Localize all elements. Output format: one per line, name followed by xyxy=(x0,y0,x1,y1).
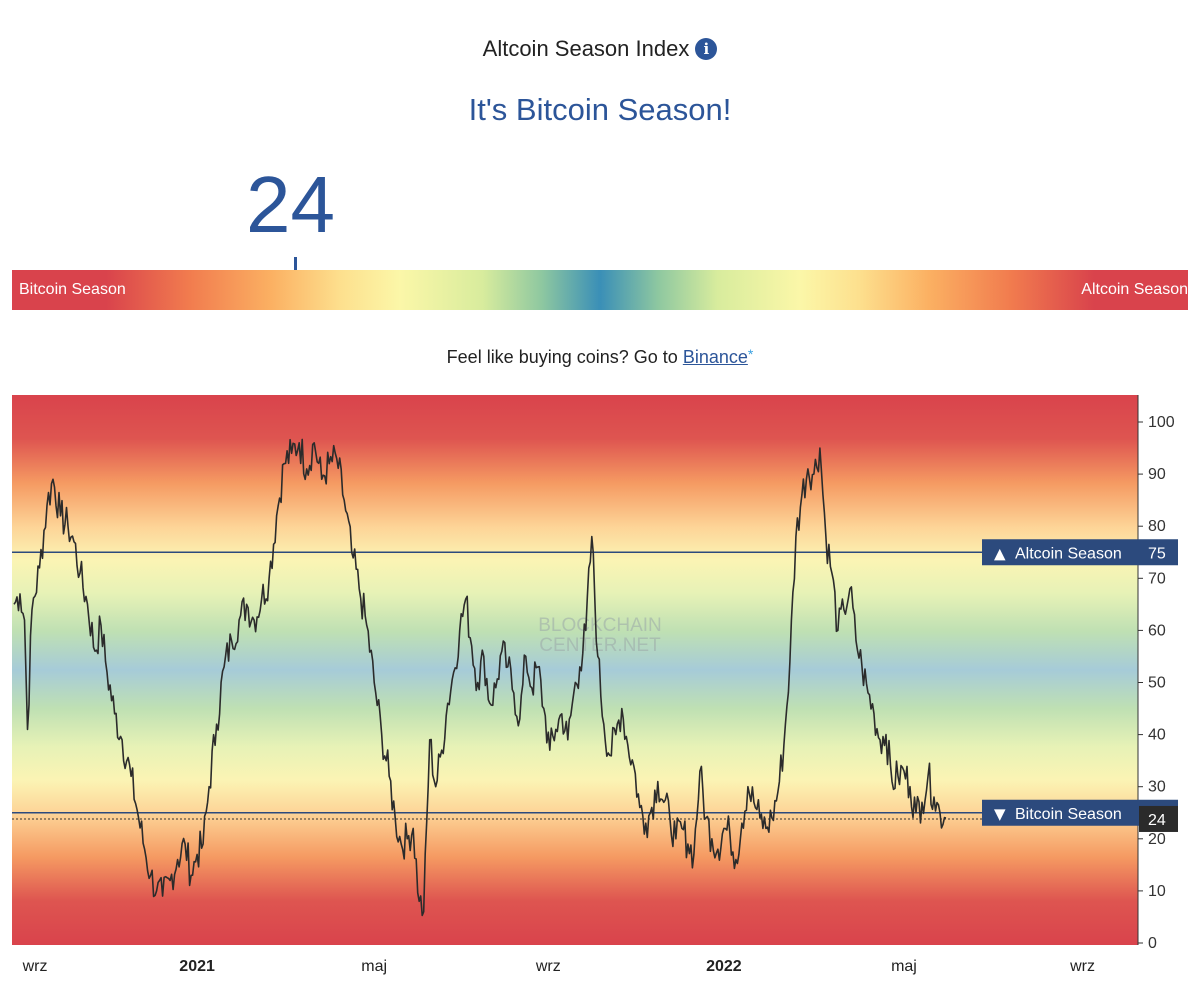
threshold-arrow-icon: ▼ xyxy=(994,805,1006,823)
x-tick-label: wrz xyxy=(535,958,561,975)
y-tick-label: 70 xyxy=(1148,570,1166,587)
y-tick-label: 60 xyxy=(1148,622,1166,639)
y-tick-label: 10 xyxy=(1148,883,1166,900)
x-tick-label: maj xyxy=(891,958,917,975)
threshold-arrow-icon: ▲ xyxy=(994,544,1006,562)
y-tick-label: 30 xyxy=(1148,779,1166,796)
x-tick-label: maj xyxy=(361,958,387,975)
current-value-text: 24 xyxy=(1148,812,1166,829)
y-tick-label: 0 xyxy=(1148,935,1157,952)
threshold-lines xyxy=(12,551,1138,820)
y-tick-label: 20 xyxy=(1148,831,1166,848)
series-group xyxy=(13,438,947,917)
watermark-text: BLOCKCHAIN xyxy=(538,615,662,636)
page-title: Altcoin Season Index xyxy=(482,36,690,61)
y-tick-label: 90 xyxy=(1148,466,1166,483)
x-tick-label: 2021 xyxy=(179,958,215,975)
chart-background xyxy=(12,395,1138,945)
promo-text: Feel like buying coins? Go to xyxy=(446,347,683,367)
index-series-line xyxy=(13,438,947,917)
index-value: 24 xyxy=(246,160,335,249)
threshold-value-text: 75 xyxy=(1148,545,1166,562)
y-tick-label: 50 xyxy=(1148,675,1166,692)
watermark-text: CENTER.NET xyxy=(539,635,661,656)
promo-asterisk: * xyxy=(747,346,754,362)
promo-line: Feel like buying coins? Go to Binance* xyxy=(0,346,1200,368)
current-value-box xyxy=(1139,805,1178,832)
x-tick-label: 2022 xyxy=(706,958,742,975)
threshold-label-text: Bitcoin Season xyxy=(1015,806,1122,823)
season-gauge: Bitcoin Season Altcoin Season xyxy=(12,270,1188,310)
y-tick-label: 80 xyxy=(1148,518,1166,535)
index-title-row: Altcoin Season Index i xyxy=(0,36,1200,62)
y-tick-label: 40 xyxy=(1148,727,1166,744)
threshold-label-box xyxy=(982,539,1178,566)
x-tick-label: wrz xyxy=(22,958,48,975)
binance-link[interactable]: Binance xyxy=(682,347,748,367)
x-tick-label: wrz xyxy=(1069,958,1095,975)
threshold-label-text: Altcoin Season xyxy=(1015,545,1122,562)
gauge-label-altcoin: Altcoin Season xyxy=(1081,281,1188,298)
current-value-label: 24 xyxy=(1139,805,1178,832)
info-icon[interactable]: i xyxy=(695,38,718,60)
season-status: It's Bitcoin Season! xyxy=(468,92,732,127)
gauge-label-bitcoin: Bitcoin Season xyxy=(19,281,126,298)
y-tick-label: 100 xyxy=(1148,414,1175,431)
y-axis: 0 10 20 30 40 50 60 70 80 90 100 xyxy=(1138,414,1175,952)
threshold-label-altcoin-season: ▲ Altcoin Season 75 xyxy=(982,539,1178,566)
x-axis: wrz2021majwrz2022majwrz2023 xyxy=(22,958,1095,975)
